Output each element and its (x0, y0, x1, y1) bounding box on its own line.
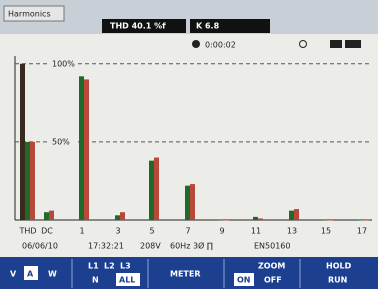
key-label: METER (170, 270, 201, 279)
x-tick-label: 3 (115, 227, 120, 236)
softkey[interactable]: METER (170, 270, 201, 279)
bar (154, 158, 159, 220)
bar (84, 79, 89, 220)
plug-icon (330, 40, 342, 48)
bar (253, 217, 258, 220)
bar (185, 186, 190, 220)
key-label: ALL (119, 276, 135, 285)
key-label: L3 (120, 262, 131, 271)
bar (49, 211, 54, 220)
screen-title: Harmonics (8, 10, 51, 19)
key-label: ZOOM (258, 262, 285, 271)
timer: 0:00:02 (205, 41, 236, 50)
bar (364, 220, 369, 221)
key-label: V (10, 270, 17, 279)
config: 60Hz 3Ø ∏ (170, 241, 213, 251)
x-tick-label: 1 (79, 227, 84, 236)
key-label: L2 (104, 262, 115, 271)
time: 17:32:21 (88, 242, 124, 251)
bar (20, 64, 25, 220)
thd-reading: THD 40.1 %f (110, 22, 166, 31)
bar (219, 220, 224, 221)
key-label: HOLD (326, 262, 352, 271)
x-tick-label: DC (41, 227, 53, 236)
x-tick-label: THD (18, 227, 36, 236)
bar (328, 220, 333, 221)
x-tick-label: 11 (251, 227, 261, 236)
screen: Harmonics THD 40.1 %f K 6.8 0:00:02 50% 1… (0, 0, 378, 289)
x-tick-label: 13 (287, 227, 297, 236)
y-tick-label: 50% (52, 137, 70, 146)
bar (30, 142, 35, 220)
bar (323, 220, 328, 221)
key-label: W (48, 270, 57, 279)
standard: EN50160 (254, 242, 291, 251)
bar (44, 212, 49, 220)
bar (359, 220, 364, 221)
bar (149, 161, 154, 220)
voltage: 208V (140, 242, 161, 251)
key-label: OFF (264, 276, 282, 285)
key-label: RUN (328, 276, 347, 285)
battery-icon (345, 40, 361, 48)
bar (258, 218, 263, 220)
bar (79, 76, 84, 220)
date: 06/06/10 (22, 242, 58, 251)
bar (294, 209, 299, 220)
bar (115, 215, 120, 220)
bar (289, 211, 294, 220)
page: Harmonics THD 40.1 %f K 6.8 0:00:02 50% 1… (0, 0, 378, 289)
k-reading: K 6.8 (196, 22, 220, 31)
x-tick-label: 7 (185, 227, 190, 236)
bar (120, 212, 125, 220)
bar (224, 220, 229, 221)
clock-icon (192, 40, 200, 48)
key-label: L1 (88, 262, 99, 271)
key-label: A (27, 270, 34, 279)
y-tick-label: 100% (52, 59, 75, 68)
key-label: N (92, 276, 99, 285)
key-label: ON (237, 276, 251, 285)
bar (25, 142, 30, 220)
x-tick-label: 17 (357, 227, 367, 236)
x-tick-label: 5 (149, 227, 154, 236)
x-tick-label: 9 (219, 227, 224, 236)
x-tick-label: 15 (321, 227, 331, 236)
bar (190, 184, 195, 220)
